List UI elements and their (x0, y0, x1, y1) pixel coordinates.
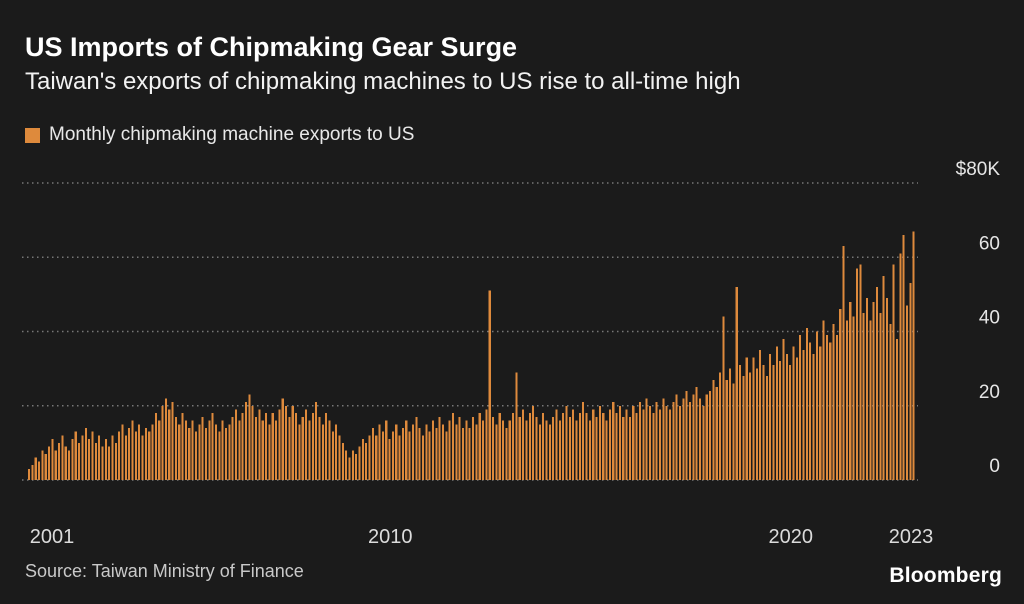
bloomberg-logo: Bloomberg (889, 564, 1002, 587)
svg-text:40: 40 (979, 308, 1000, 329)
svg-text:0: 0 (989, 456, 1000, 477)
svg-text:20: 20 (979, 382, 1000, 403)
legend: Monthly chipmaking machine exports to US (25, 124, 414, 146)
chart-subtitle: Taiwan's exports of chipmaking machines … (25, 68, 741, 95)
legend-label: Monthly chipmaking machine exports to US (49, 124, 415, 145)
svg-text:2020: 2020 (769, 526, 814, 548)
legend-swatch-icon (25, 127, 40, 143)
svg-text:2023: 2023 (889, 526, 934, 548)
svg-text:2010: 2010 (368, 526, 413, 548)
chart-title: US Imports of Chipmaking Gear Surge (25, 32, 518, 62)
svg-text:$80K: $80K (956, 159, 1001, 180)
svg-text:2001: 2001 (30, 526, 75, 548)
svg-text:60: 60 (979, 233, 1000, 254)
source-text: Source: Taiwan Ministry of Finance (25, 561, 304, 581)
